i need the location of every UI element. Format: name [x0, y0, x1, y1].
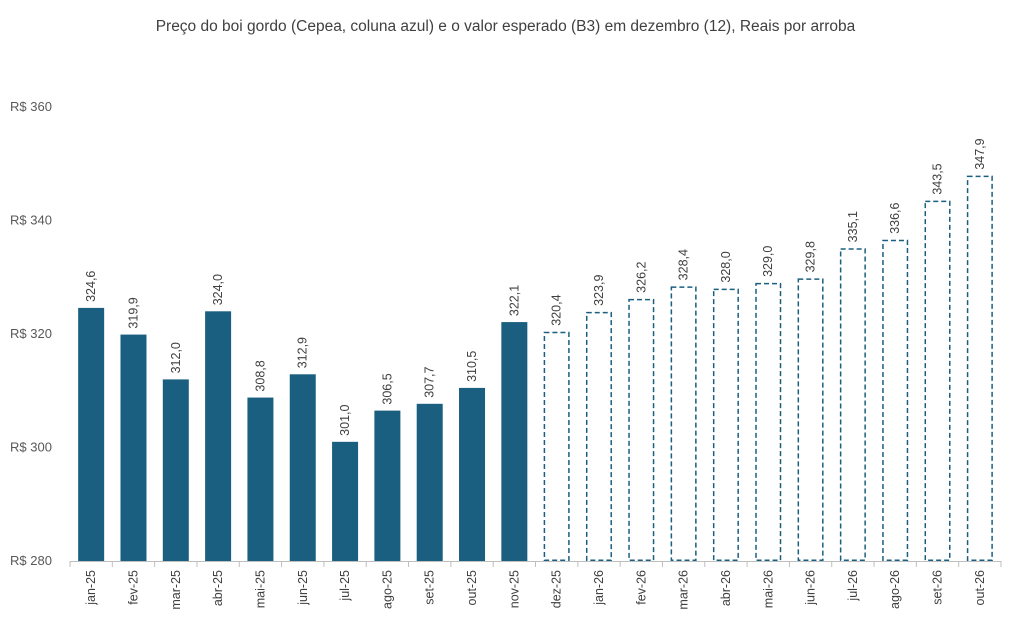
bar-expected — [585, 311, 612, 561]
data-label: 329,8 — [804, 241, 818, 272]
data-label: 307,7 — [423, 366, 437, 397]
x-tick-label: out-25 — [465, 570, 479, 605]
x-tick-label: ago-25 — [380, 570, 394, 609]
bar-expected — [924, 200, 951, 561]
data-label: 328,0 — [719, 251, 733, 282]
bar-cepea — [205, 311, 232, 561]
x-tick-label: out-26 — [973, 570, 987, 605]
data-label: 322,1 — [507, 285, 521, 316]
data-label: 343,5 — [931, 163, 945, 194]
bar-expected — [755, 282, 782, 561]
data-label: 324,0 — [211, 274, 225, 305]
y-tick-label: R$ 300 — [10, 440, 52, 455]
x-tick-label: fev-25 — [126, 570, 140, 605]
data-label: 301,0 — [338, 404, 352, 435]
x-tick-label: jun-25 — [296, 570, 310, 606]
data-label: 323,9 — [592, 275, 606, 306]
x-tick-label: ago-26 — [888, 570, 902, 609]
x-tick-label: set-25 — [423, 570, 437, 605]
bar-expected — [543, 331, 570, 562]
bar-cepea — [289, 374, 316, 561]
x-tick-label: jan-25 — [84, 570, 98, 606]
bar-expected — [966, 175, 993, 561]
bar-expected — [797, 278, 824, 561]
data-label: 308,8 — [253, 360, 267, 391]
data-label: 320,4 — [550, 294, 564, 325]
bar-cepea — [374, 410, 401, 561]
x-tick-label: dez-25 — [550, 570, 564, 608]
y-tick-label: R$ 360 — [10, 99, 52, 114]
data-label: 312,9 — [296, 337, 310, 368]
data-label: 335,1 — [846, 211, 860, 242]
data-label: 324,6 — [84, 271, 98, 302]
chart-title: Preço do boi gordo (Cepea, coluna azul) … — [155, 18, 856, 35]
bar-cepea — [247, 397, 274, 561]
data-label: 326,2 — [634, 261, 648, 292]
bar-expected — [628, 298, 655, 561]
bar-expected — [882, 239, 909, 561]
bar-expected — [670, 286, 697, 561]
x-tick-label: mar-26 — [677, 570, 691, 610]
x-tick-label: mai-26 — [761, 570, 775, 608]
y-tick-label: R$ 340 — [10, 213, 52, 228]
y-axis: R$ 280 R$ 300 R$ 320 R$ 340 R$ 360 — [10, 99, 52, 568]
x-tick-label: jul-25 — [338, 570, 352, 602]
x-tick-label: jan-26 — [592, 570, 606, 606]
data-label: 312,0 — [169, 342, 183, 373]
y-tick-label: R$ 320 — [10, 326, 52, 341]
x-tick-label: fev-26 — [634, 570, 648, 605]
data-label: 310,5 — [465, 351, 479, 382]
bar-cepea — [162, 379, 189, 561]
data-label: 336,6 — [888, 202, 902, 233]
x-tick-label: mar-25 — [169, 570, 183, 610]
bar-cepea — [332, 441, 359, 561]
x-tick-label: nov-25 — [507, 570, 521, 608]
bar-cepea — [501, 322, 528, 561]
x-tick-label: jun-26 — [804, 570, 818, 606]
bar-cepea — [120, 334, 147, 561]
data-label: 347,9 — [973, 138, 987, 169]
x-tick-label: set-26 — [931, 570, 945, 605]
x-tick-label: abr-26 — [719, 570, 733, 606]
bar-expected — [712, 288, 739, 561]
bar-cepea — [78, 307, 105, 561]
data-label: 329,0 — [761, 246, 775, 277]
x-axis: jan-25 fev-25 mar-25 abr-25 mai-25 jun-25 jul-… — [69, 561, 1002, 610]
x-tick-label: abr-25 — [211, 570, 225, 606]
bar-expected — [839, 248, 866, 561]
data-label: 328,4 — [677, 249, 691, 280]
data-label: 306,5 — [380, 373, 394, 404]
data-label: 319,9 — [126, 297, 140, 328]
x-tick-label: mai-25 — [253, 570, 267, 608]
y-tick-label: R$ 280 — [10, 553, 52, 568]
bars: 324,6 319,9 312,0 324,0 308,8 312,9 301,0 306,5… — [78, 138, 993, 562]
bar-cepea — [416, 403, 443, 561]
bar-cepea — [459, 387, 486, 561]
x-tick-label: jul-26 — [846, 570, 860, 602]
